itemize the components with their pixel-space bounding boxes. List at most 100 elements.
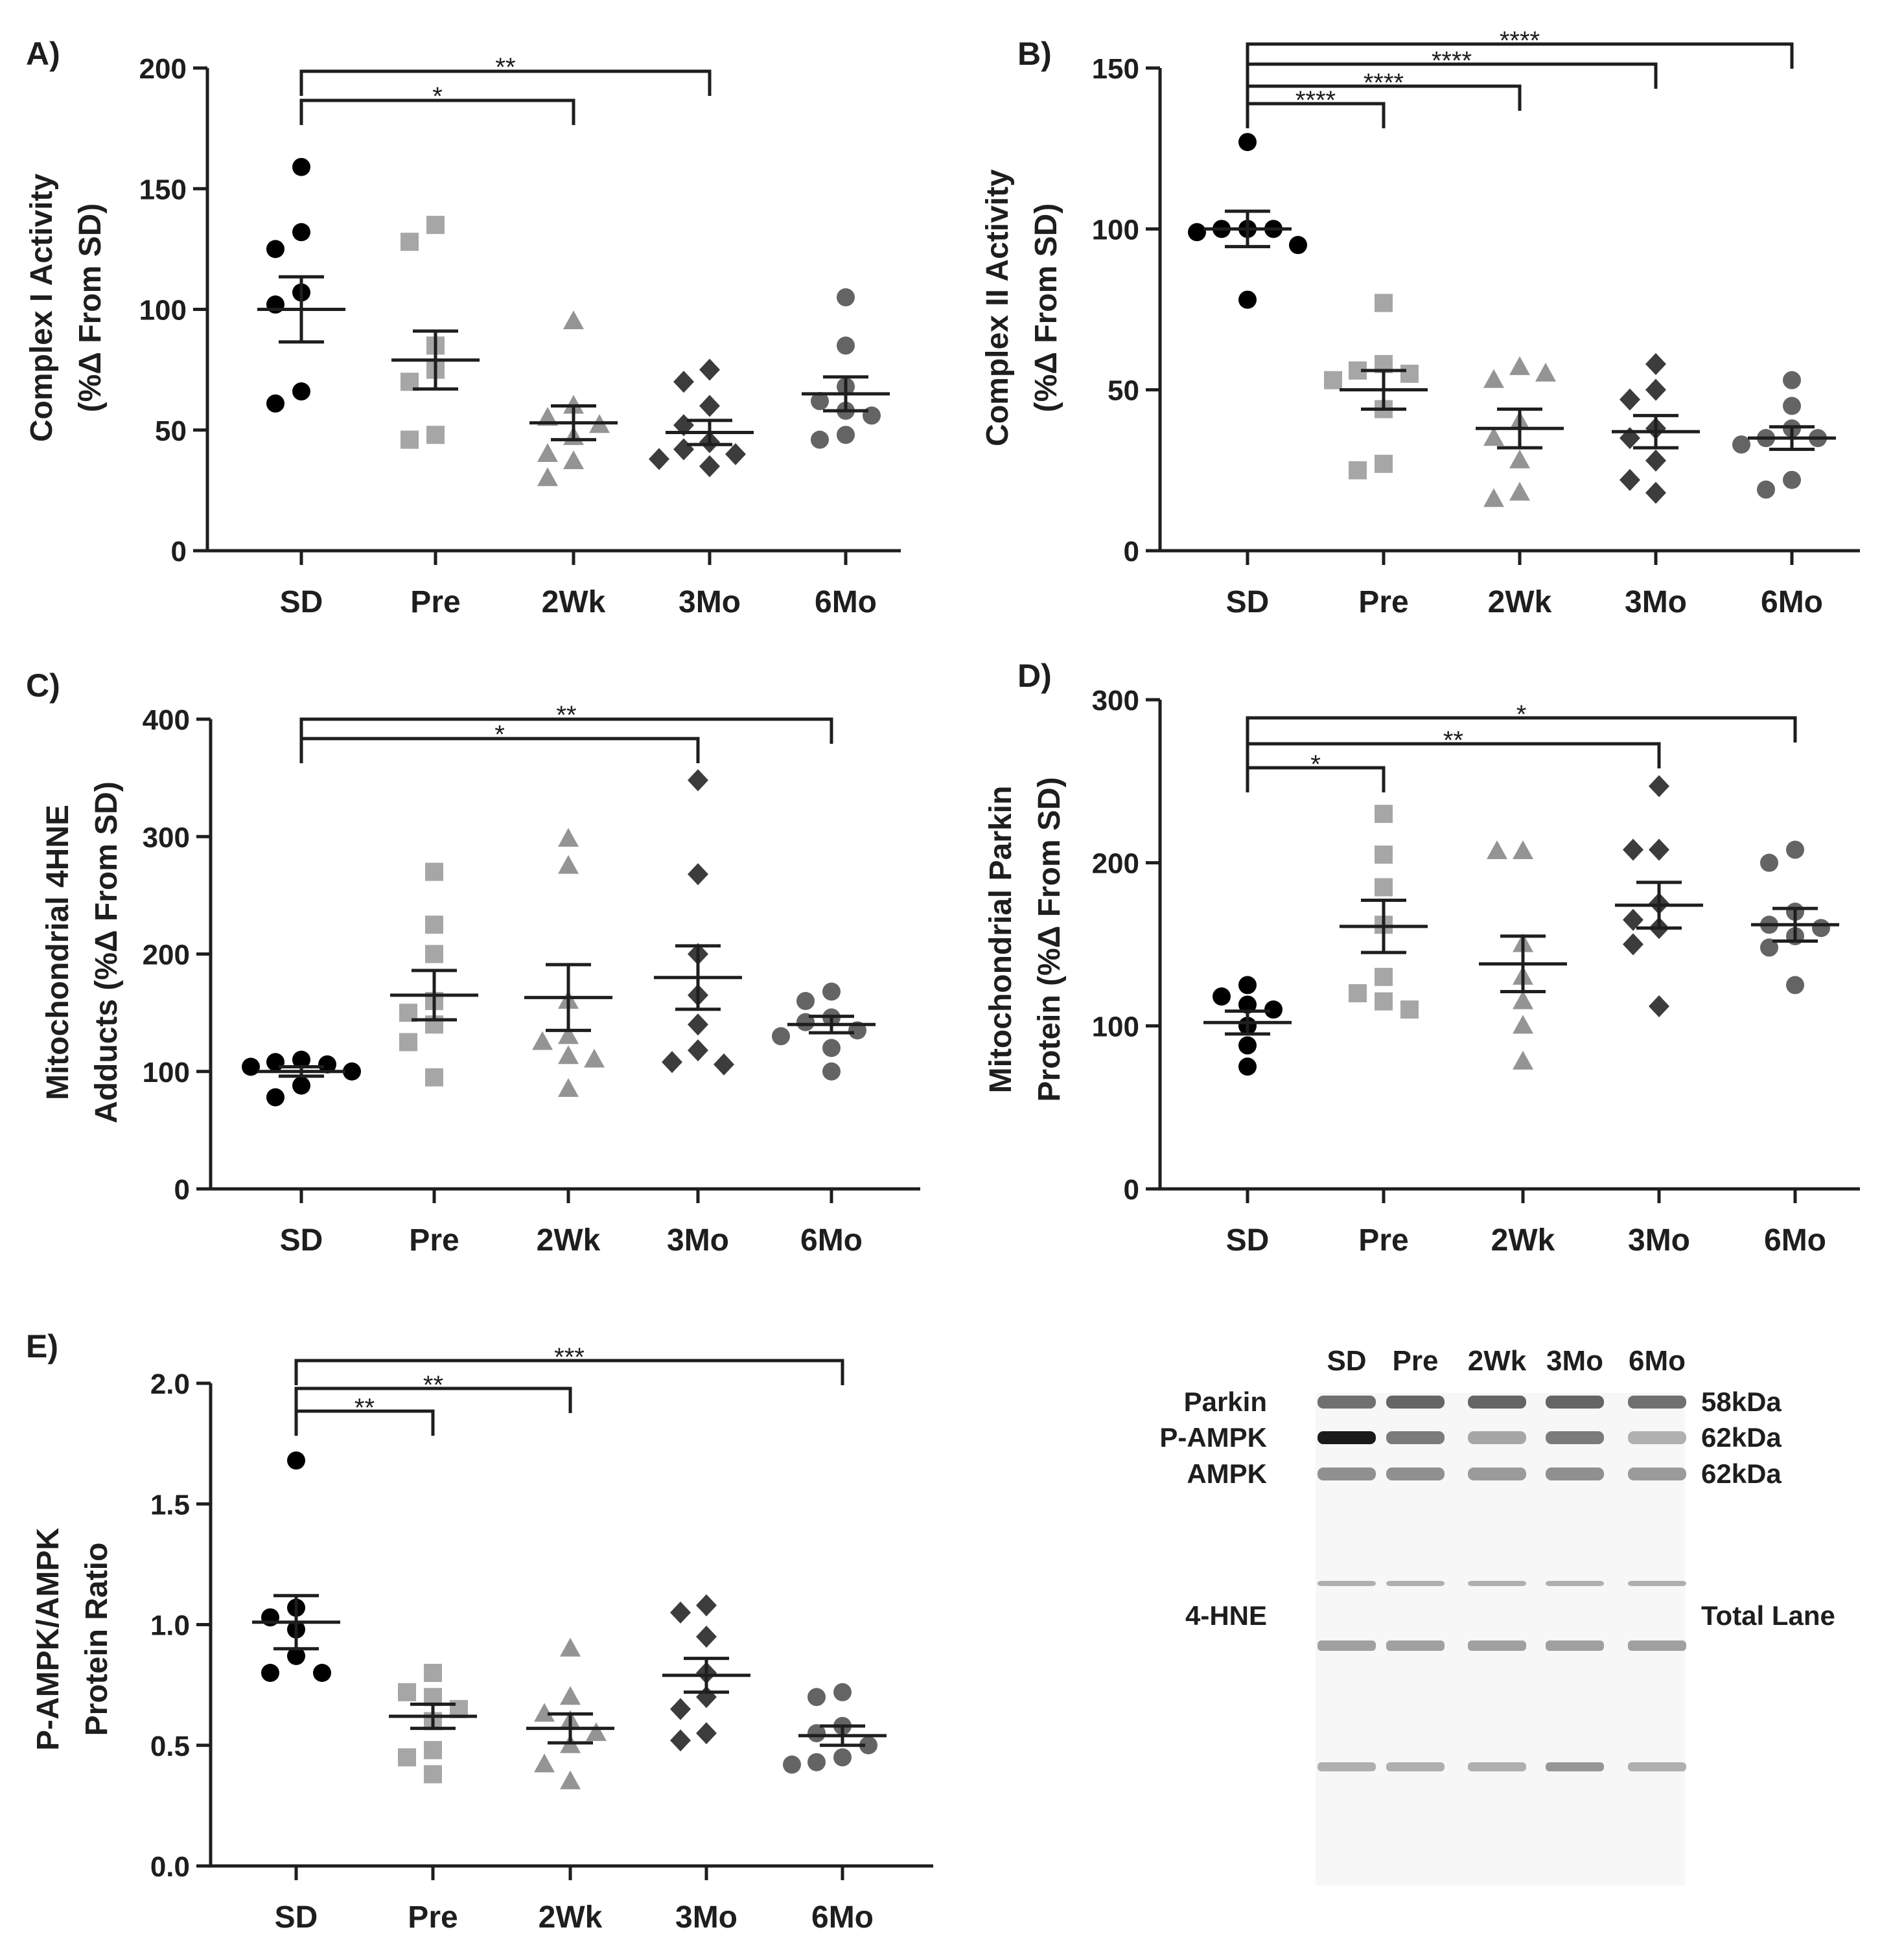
data-point: [807, 1688, 826, 1707]
data-point: [1620, 468, 1640, 491]
data-point: [725, 443, 746, 465]
data-point: [1623, 933, 1643, 956]
data-point: [584, 1048, 605, 1068]
significance-bracket: [294, 1409, 435, 1436]
data-point: [399, 1033, 417, 1052]
y-axis-label: Mitochondrial 4HNE: [41, 805, 75, 1100]
blot-band: [1546, 1467, 1604, 1480]
total-lane-band: [1468, 1762, 1526, 1771]
data-point: [424, 1664, 442, 1682]
y-axis-label: (%Δ From SD): [73, 203, 108, 413]
data-point: [670, 1729, 691, 1752]
y-axis-label: Protein (%Δ From SD): [1032, 777, 1067, 1101]
data-point: [1783, 397, 1801, 415]
y-tick-label: 0: [1124, 536, 1139, 568]
data-point: [833, 1748, 852, 1767]
data-point: [1264, 1000, 1283, 1019]
total-lane-row-name: 4-HNE: [1185, 1600, 1267, 1631]
data-point: [1783, 470, 1801, 489]
data-point: [261, 1664, 279, 1682]
significance-label: *: [432, 82, 443, 111]
western-blot: SD Pre 2Wk 3Mo 6Mo Parkin 58kDa P-AMPK 62kDa AMPK…: [1159, 1345, 1835, 1885]
significance-bracket: [294, 1359, 844, 1385]
data-point: [833, 1683, 852, 1701]
data-point: [1645, 352, 1666, 375]
panel-c: C) Mitochondrial 4HNE Adducts (%Δ From SD)…: [26, 667, 920, 1258]
panel-label: A): [26, 36, 60, 72]
panel-d: D) Mitochondrial Parkin Protein (%Δ From S…: [984, 658, 1860, 1258]
data-point: [398, 1683, 416, 1701]
data-point: [1324, 371, 1342, 389]
data-point: [1487, 840, 1507, 860]
data-point: [811, 392, 829, 411]
x-tick-label: 3Mo: [675, 1900, 737, 1935]
data-point: [401, 430, 419, 449]
data-point: [1786, 840, 1804, 859]
data-point: [1400, 1000, 1419, 1019]
y-tick-label: 0.0: [150, 1851, 190, 1883]
data-point: [537, 407, 558, 426]
x-tick-label: SD: [275, 1900, 318, 1935]
y-tick-label: 100: [143, 1057, 190, 1088]
data-point: [1623, 908, 1643, 931]
data-point: [673, 371, 694, 393]
significance-bracket: [1246, 62, 1658, 89]
data-point: [563, 310, 584, 330]
significance-label: *: [494, 720, 505, 749]
data-point: [1213, 987, 1231, 1006]
significance-label: **: [556, 701, 576, 730]
total-lane-band: [1546, 1762, 1604, 1771]
x-tick-label: SD: [1226, 1223, 1270, 1258]
total-lane-band: [1386, 1581, 1445, 1586]
data-point: [1509, 356, 1530, 375]
blot-band: [1628, 1467, 1686, 1480]
data-point: [1375, 293, 1393, 312]
data-point: [837, 336, 855, 355]
panel-e: E) P-AMPK/AMPK Protein Ratio 0.0 0.5 1.0 1.5 2.…: [26, 1328, 933, 1935]
y-axis-label: Adducts (%Δ From SD): [89, 781, 124, 1123]
significance-bracket: [299, 737, 700, 763]
data-point: [696, 1594, 717, 1617]
y-tick-label: 0: [171, 536, 187, 568]
y-tick-label: 300: [143, 822, 190, 853]
data-point: [688, 863, 708, 886]
data-point: [662, 1051, 682, 1074]
y-tick-label: 150: [1092, 53, 1139, 85]
data-point: [292, 223, 310, 242]
data-point: [699, 358, 720, 381]
data-point: [837, 426, 855, 444]
x-tick-label: Pre: [410, 585, 460, 619]
significance-label: ****: [1500, 27, 1540, 55]
data-point: [558, 827, 579, 847]
x-tick-label: 3Mo: [1628, 1223, 1690, 1258]
blot-band: [1318, 1396, 1376, 1409]
total-lane-band: [1628, 1640, 1686, 1651]
data-point: [783, 1755, 801, 1774]
significance-label: **: [423, 1371, 443, 1399]
data-point: [859, 1736, 877, 1755]
data-point: [558, 855, 579, 874]
blot-row-name: Parkin: [1184, 1387, 1267, 1417]
blot-row-name: P-AMPK: [1159, 1422, 1267, 1453]
data-point: [688, 769, 708, 792]
data-point: [266, 1088, 284, 1107]
data-point: [1623, 838, 1643, 861]
significance-bracket: [299, 717, 833, 744]
blot-band: [1628, 1431, 1686, 1444]
y-axis-label: P-AMPK/AMPK: [31, 1528, 65, 1751]
significance-bracket: [1246, 84, 1522, 111]
y-axis-label: (%Δ From SD): [1029, 203, 1063, 413]
significance-label: *: [1310, 750, 1321, 779]
data-point: [1509, 481, 1530, 501]
data-point: [696, 1626, 717, 1648]
data-point: [1645, 481, 1666, 504]
blot-band: [1318, 1431, 1376, 1444]
data-point: [1535, 362, 1556, 382]
data-point: [425, 945, 443, 963]
panel-label: E): [26, 1328, 58, 1364]
x-tick-label: 3Mo: [679, 585, 741, 619]
data-point: [424, 1741, 442, 1760]
data-point: [425, 1068, 443, 1087]
x-tick-label: SD: [280, 1223, 323, 1258]
data-point: [1649, 995, 1669, 1018]
